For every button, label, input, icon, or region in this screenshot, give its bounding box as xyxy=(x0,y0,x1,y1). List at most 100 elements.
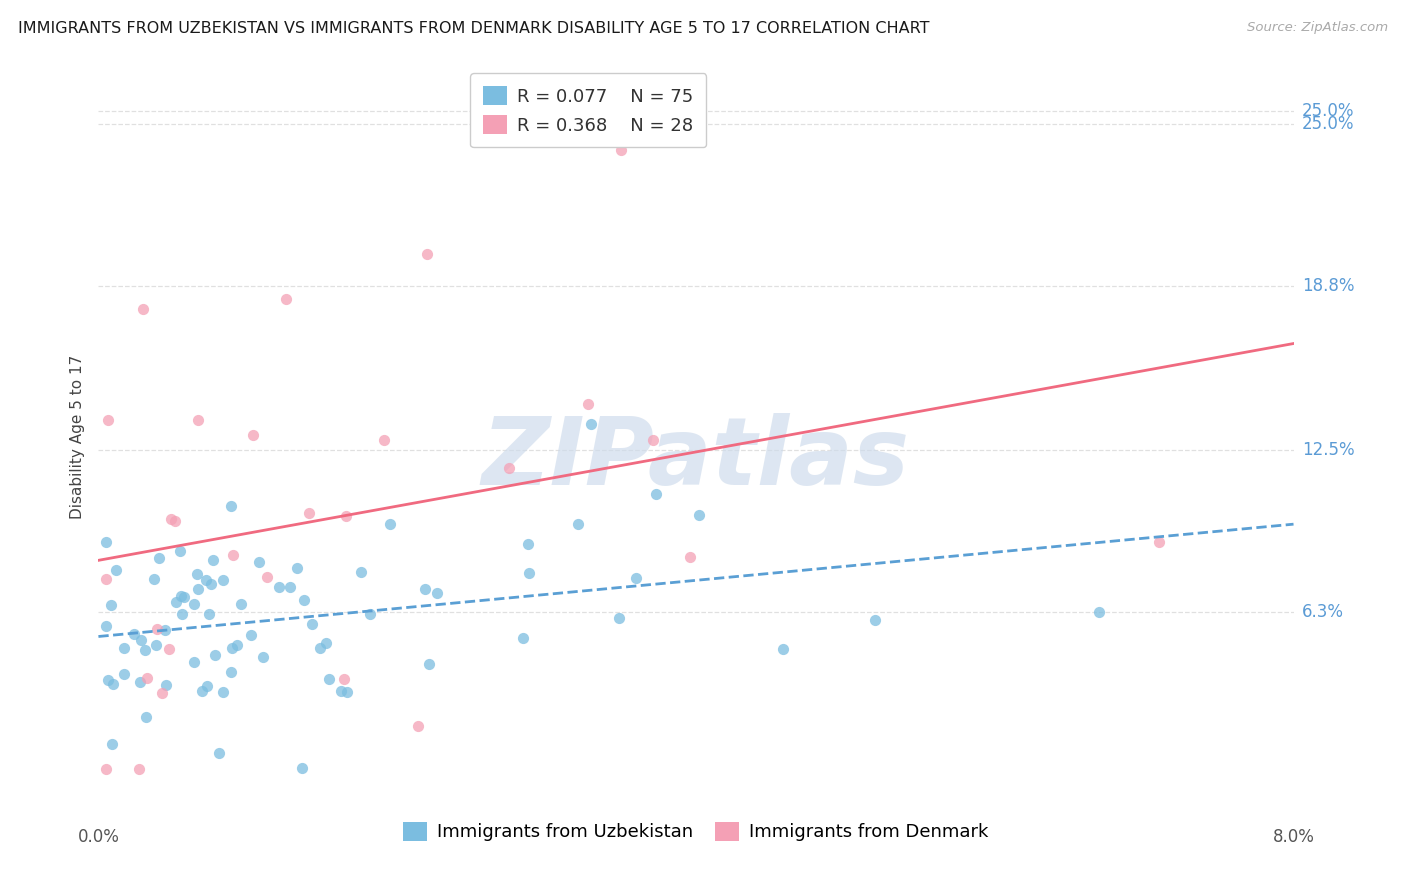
Point xyxy=(406,719,429,733)
Point xyxy=(94,619,117,633)
Text: 0.0%: 0.0% xyxy=(77,828,120,846)
Point xyxy=(336,685,359,699)
Point xyxy=(169,544,191,558)
Point xyxy=(239,628,262,642)
Point xyxy=(567,516,589,531)
Point xyxy=(315,636,337,650)
Point xyxy=(202,552,225,566)
Point xyxy=(100,598,122,612)
Point xyxy=(94,572,117,586)
Point xyxy=(517,566,540,580)
Text: 25.0%: 25.0% xyxy=(1302,102,1354,120)
Point xyxy=(153,623,176,637)
Point xyxy=(191,684,214,698)
Point xyxy=(212,685,235,699)
Point xyxy=(148,551,170,566)
Point xyxy=(101,737,124,751)
Point xyxy=(607,611,630,625)
Point xyxy=(200,577,222,591)
Point xyxy=(187,413,209,427)
Point xyxy=(416,247,439,261)
Point xyxy=(291,761,314,775)
Point xyxy=(309,641,332,656)
Point xyxy=(97,413,120,427)
Point xyxy=(208,747,231,761)
Point xyxy=(183,598,205,612)
Point xyxy=(101,677,124,691)
Point xyxy=(128,675,150,690)
Point xyxy=(143,573,166,587)
Point xyxy=(329,684,352,698)
Point xyxy=(335,508,357,523)
Text: 8.0%: 8.0% xyxy=(1272,828,1315,846)
Point xyxy=(610,143,633,157)
Point xyxy=(134,642,156,657)
Point xyxy=(292,593,315,607)
Point xyxy=(426,586,449,600)
Point xyxy=(122,627,145,641)
Point xyxy=(1088,605,1111,619)
Point xyxy=(256,570,278,584)
Point xyxy=(165,514,187,528)
Point xyxy=(298,506,321,520)
Point xyxy=(267,580,290,594)
Point xyxy=(157,642,180,657)
Point xyxy=(186,566,208,581)
Text: ZIPatlas: ZIPatlas xyxy=(482,413,910,505)
Point xyxy=(195,574,218,588)
Point xyxy=(170,589,193,603)
Point xyxy=(187,582,209,597)
Point xyxy=(252,650,274,665)
Text: 25.0%: 25.0% xyxy=(1302,114,1354,133)
Point xyxy=(221,641,243,656)
Point xyxy=(136,671,159,685)
Point xyxy=(1147,534,1170,549)
Point xyxy=(641,433,664,447)
Point xyxy=(359,607,381,622)
Point xyxy=(150,686,173,700)
Point xyxy=(197,607,219,622)
Point xyxy=(772,642,794,657)
Y-axis label: Disability Age 5 to 17: Disability Age 5 to 17 xyxy=(69,355,84,519)
Text: IMMIGRANTS FROM UZBEKISTAN VS IMMIGRANTS FROM DENMARK DISABILITY AGE 5 TO 17 COR: IMMIGRANTS FROM UZBEKISTAN VS IMMIGRANTS… xyxy=(18,21,929,37)
Point xyxy=(229,597,252,611)
Point xyxy=(131,632,153,647)
Point xyxy=(173,590,195,604)
Point xyxy=(112,641,135,656)
Point xyxy=(145,638,167,652)
Point xyxy=(170,607,193,621)
Point xyxy=(226,638,249,652)
Point xyxy=(624,571,647,585)
Point xyxy=(274,292,297,306)
Point xyxy=(280,580,302,594)
Point xyxy=(183,655,205,669)
Point xyxy=(94,534,117,549)
Point xyxy=(688,508,710,522)
Point xyxy=(112,667,135,681)
Point xyxy=(204,648,226,662)
Point xyxy=(301,616,323,631)
Point xyxy=(155,678,177,692)
Point xyxy=(211,573,233,587)
Point xyxy=(104,563,127,577)
Point xyxy=(333,672,356,686)
Point xyxy=(160,512,183,526)
Point xyxy=(350,566,373,580)
Point xyxy=(380,516,402,531)
Text: Source: ZipAtlas.com: Source: ZipAtlas.com xyxy=(1247,21,1388,35)
Point xyxy=(166,595,188,609)
Point xyxy=(285,561,308,575)
Point xyxy=(413,582,436,596)
Point xyxy=(242,427,264,442)
Point xyxy=(678,549,700,564)
Point xyxy=(135,710,157,724)
Point xyxy=(94,762,117,776)
Legend: Immigrants from Uzbekistan, Immigrants from Denmark: Immigrants from Uzbekistan, Immigrants f… xyxy=(396,814,995,848)
Text: 6.3%: 6.3% xyxy=(1302,603,1344,621)
Point xyxy=(865,613,887,627)
Point xyxy=(195,679,218,693)
Point xyxy=(645,487,668,501)
Point xyxy=(145,623,167,637)
Text: 18.8%: 18.8% xyxy=(1302,277,1354,294)
Point xyxy=(576,397,599,411)
